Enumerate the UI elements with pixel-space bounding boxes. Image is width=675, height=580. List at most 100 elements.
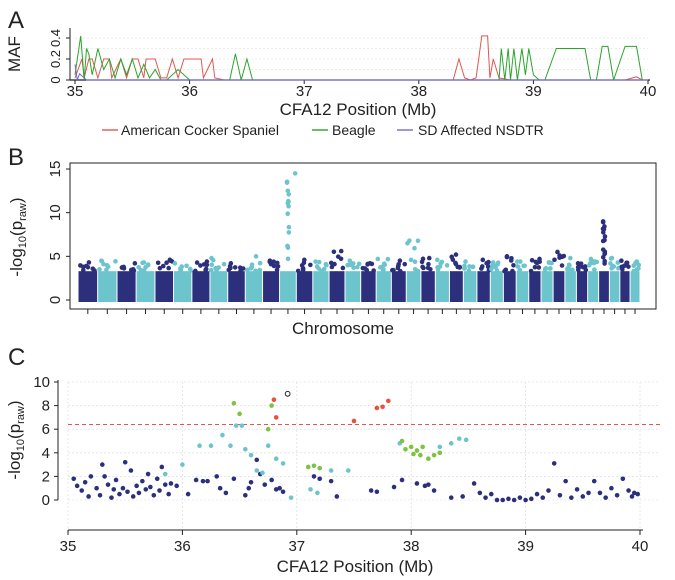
panel-b-point	[178, 268, 183, 274]
panel-c-point-dark	[243, 492, 248, 498]
panel-c-point-dark	[374, 489, 380, 495]
panel-b-point	[286, 224, 292, 230]
panel-c-point-dark	[280, 489, 286, 495]
panel-c-point-dark	[134, 483, 139, 489]
panel-b-point	[391, 267, 396, 273]
panel-b-chromosome-block	[136, 271, 155, 302]
panel-b-point	[529, 257, 535, 263]
panel-b-point	[547, 260, 552, 265]
panel-c-point-dark	[506, 496, 511, 502]
panel-c-point-dark	[471, 481, 477, 486]
panel-c-point-dark	[262, 482, 268, 487]
panel-c-point-dark	[125, 489, 130, 495]
panel-c-x-tick-label: 38	[403, 538, 420, 555]
panel-c-point-dark	[277, 485, 282, 491]
panel-b-point	[248, 266, 254, 271]
panel-c-point-dark	[102, 474, 107, 479]
panel-c-point-red	[351, 418, 357, 424]
panel-b-point	[203, 266, 209, 272]
panel-b-y-ticks: 0 5 10 15	[47, 161, 70, 304]
panel-b-point	[356, 261, 362, 267]
panel-c-point-dark	[586, 490, 591, 496]
panel-c-point-dark	[317, 476, 322, 482]
panel-c-point-dark	[391, 484, 397, 490]
panel-c-point-red	[273, 415, 279, 420]
panel-b-point	[515, 264, 520, 269]
panel-b-y-tick-label: 10	[47, 204, 64, 221]
panel-c-point-dark	[168, 481, 174, 486]
panel-b-point	[575, 264, 581, 270]
panel-a-y-tick-label: 0.2	[48, 50, 63, 68]
panel-b-point	[615, 260, 621, 265]
panel-c-point-dark	[488, 491, 494, 497]
panel-b-point	[415, 238, 421, 244]
panel-b-point	[559, 263, 565, 268]
panel-b-letter: B	[8, 144, 24, 171]
panel-b-point	[172, 261, 178, 266]
panel-b-point	[608, 261, 613, 266]
panel-b-point	[347, 258, 353, 264]
panel-c-point-dark	[540, 495, 546, 500]
panel-c-point-dark	[136, 490, 142, 496]
panel-b-point	[536, 265, 542, 270]
panel-c-point-teal	[197, 443, 202, 449]
panel-c-point-dark	[174, 483, 179, 489]
panel-c-point-dark	[334, 494, 340, 499]
panel-b-point	[208, 267, 214, 273]
panel-c-point-red	[374, 405, 380, 411]
panel-c-point-green	[437, 450, 443, 456]
panel-b-point	[210, 257, 216, 263]
panel-b-point	[462, 263, 467, 269]
panel-b-point	[267, 259, 273, 265]
panel-b-point	[285, 198, 291, 204]
panel-b-point	[420, 264, 425, 270]
panel-b-point	[425, 265, 431, 271]
panel-c-point-dark	[523, 497, 528, 503]
panel-b-point	[308, 262, 313, 268]
panel-b-point	[213, 265, 218, 271]
panel-c-point-dark	[591, 478, 597, 484]
panel-c-y-tick-label: 8	[42, 398, 50, 415]
panel-b-point	[257, 260, 263, 266]
panel-b-point	[502, 268, 507, 274]
panel-a-x-tick-label: 35	[67, 83, 84, 100]
panel-b-point	[292, 171, 298, 176]
panel-b-point	[608, 256, 614, 261]
panel-c-point-dark	[162, 482, 168, 487]
panel-b-chromosome-block	[296, 271, 313, 302]
panel-b-chromosome-block	[117, 271, 136, 302]
panel-b-point	[371, 268, 376, 273]
panel-b-point	[90, 266, 96, 271]
panel-c-point-teal	[265, 443, 271, 449]
panel-b-point	[295, 268, 301, 274]
panel-b-point	[193, 268, 198, 274]
panel-b-point	[398, 268, 403, 274]
panel-c-point-dark	[88, 474, 94, 479]
panel-c-point-dark	[248, 480, 254, 485]
panel-b-point	[369, 261, 375, 267]
panel-b-y-tick-label: 15	[47, 161, 64, 178]
panel-c-point-teal	[248, 452, 254, 458]
panel-a-x-tick-label: 37	[296, 83, 313, 100]
panel-a-legend: American Cocker Spaniel Beagle SD Affect…	[102, 122, 544, 138]
panel-c-point-teal	[315, 490, 320, 496]
panel-c-point-dark	[534, 491, 540, 497]
panel-b-point	[136, 264, 141, 270]
panel-b-chromosome-block	[329, 271, 345, 302]
panel-b-point	[285, 188, 291, 194]
panel-b-point	[602, 237, 607, 243]
panel-b-point	[160, 263, 166, 269]
panel-b-chromosome-block	[78, 271, 98, 302]
panel-b-point	[532, 264, 538, 270]
panel-c-point-green	[317, 465, 322, 471]
panel-b-point	[351, 265, 356, 270]
panel-b-point	[338, 248, 344, 254]
panel-b-point	[228, 265, 233, 271]
panel-b-point	[566, 262, 572, 268]
panel-c-point-dark	[74, 483, 80, 489]
panel-a-x-tick-label: 40	[640, 83, 657, 100]
panel-c-point-dark	[79, 488, 85, 493]
panel-b-point	[495, 260, 501, 265]
panel-a-x-title: CFA12 Position (Mb)	[280, 100, 437, 119]
legend-label-sd-nsdtr: SD Affected NSDTR	[418, 122, 544, 138]
